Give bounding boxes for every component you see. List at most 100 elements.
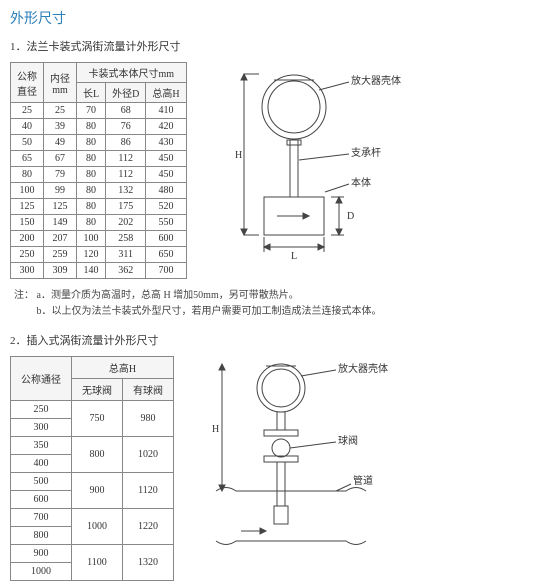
table-cell: 1320 (123, 545, 174, 581)
table-cell: 700 (146, 263, 186, 279)
table-cell: 430 (146, 135, 186, 151)
diagram-2: 放大器壳体 球阀 管道 H (186, 356, 396, 566)
table-cell: 300 (11, 419, 72, 437)
table-row: 70010001220 (11, 509, 174, 527)
diag2-dim-h: H (212, 424, 219, 435)
table-cell: 100 (77, 231, 106, 247)
table-cell: 550 (146, 215, 186, 231)
table-cell: 450 (146, 167, 186, 183)
table-2: 公称通径总高H无球阀有球阀250750980300350800102040050… (10, 356, 174, 581)
table-row: 40398076420 (11, 119, 187, 135)
table-cell: 100 (11, 183, 44, 199)
table-row: 90011001320 (11, 545, 174, 563)
page-title: 外形尺寸 (10, 8, 540, 28)
table-cell: 650 (146, 247, 186, 263)
table-cell: 600 (11, 491, 72, 509)
table-cell: 250 (11, 401, 72, 419)
table-cell: 1000 (72, 509, 123, 545)
table-cell: 49 (44, 135, 77, 151)
diag2-label-valve: 球阀 (338, 434, 358, 447)
table-cell: 700 (11, 509, 72, 527)
table-cell: 520 (146, 199, 186, 215)
table-cell: 79 (44, 167, 77, 183)
table-cell: 480 (146, 183, 186, 199)
t2-h1: 公称通径 (11, 357, 72, 401)
t1-h1: 公称直径 (11, 63, 44, 103)
table-cell: 362 (106, 263, 146, 279)
table-cell: 350 (11, 437, 72, 455)
table-row: 656780112450 (11, 151, 187, 167)
table-cell: 207 (44, 231, 77, 247)
table-cell: 120 (77, 247, 106, 263)
t1-h3: 长L (77, 83, 106, 103)
table-row: 12512580175520 (11, 199, 187, 215)
diag1-dim-l: L (291, 251, 297, 262)
table-cell: 200 (11, 231, 44, 247)
table-row: 300309140362700 (11, 263, 187, 279)
table-cell: 125 (11, 199, 44, 215)
diagram-1: 放大器壳体 支承杆 本体 H D L (199, 62, 409, 282)
table-cell: 309 (44, 263, 77, 279)
table-cell: 140 (77, 263, 106, 279)
table-cell: 65 (11, 151, 44, 167)
table-cell: 175 (106, 199, 146, 215)
diag1-label-amp: 放大器壳体 (351, 74, 401, 87)
table-row: 3508001020 (11, 437, 174, 455)
table-row: 25257068410 (11, 103, 187, 119)
table-cell: 259 (44, 247, 77, 263)
table-row: 250750980 (11, 401, 174, 419)
table-cell: 300 (11, 263, 44, 279)
table-cell: 420 (146, 119, 186, 135)
table-cell: 76 (106, 119, 146, 135)
table-cell: 80 (77, 199, 106, 215)
t1-h5: 总高H (146, 83, 186, 103)
table-row: 5009001120 (11, 473, 174, 491)
table-row: 1009980132480 (11, 183, 187, 199)
table-cell: 50 (11, 135, 44, 151)
table-cell: 99 (44, 183, 77, 199)
section1-title: 1．法兰卡装式涡街流量计外形尺寸 (10, 38, 540, 54)
t1-h2: 内径mm (44, 63, 77, 103)
table-cell: 150 (11, 215, 44, 231)
table-cell: 1100 (72, 545, 123, 581)
table-cell: 125 (44, 199, 77, 215)
t1-hspan: 卡装式本体尺寸mm (77, 63, 187, 83)
t1-h4: 外径D (106, 83, 146, 103)
table-cell: 70 (77, 103, 106, 119)
section2-title: 2．插入式涡街流量计外形尺寸 (10, 332, 540, 348)
diag1-dim-h: H (235, 150, 242, 161)
table-cell: 149 (44, 215, 77, 231)
table-cell: 80 (77, 151, 106, 167)
table-cell: 258 (106, 231, 146, 247)
table-cell: 25 (44, 103, 77, 119)
table-row: 15014980202550 (11, 215, 187, 231)
diag1-label-body: 本体 (351, 176, 371, 189)
table-cell: 80 (77, 135, 106, 151)
table-cell: 980 (123, 401, 174, 437)
table-cell: 900 (11, 545, 72, 563)
table-cell: 67 (44, 151, 77, 167)
table-row: 250259120311650 (11, 247, 187, 263)
table-row: 807980112450 (11, 167, 187, 183)
table-cell: 40 (11, 119, 44, 135)
diag1-label-rod: 支承杆 (351, 147, 381, 159)
table-cell: 1120 (123, 473, 174, 509)
table-cell: 900 (72, 473, 123, 509)
table-cell: 400 (11, 455, 72, 473)
diag1-dim-d: D (347, 211, 354, 222)
table-1: 公称直径内径mm卡装式本体尺寸mm长L外径D总高H252570684104039… (10, 62, 187, 279)
t2-hspan: 总高H (72, 357, 174, 379)
table-cell: 80 (11, 167, 44, 183)
diag2-label-amp: 放大器壳体 (338, 362, 388, 375)
table-cell: 311 (106, 247, 146, 263)
note-a: 注： a．测量介质为高温时，总高 H 增加50mm，另可带散热片。 (14, 288, 540, 304)
table-cell: 800 (72, 437, 123, 473)
table-cell: 112 (106, 151, 146, 167)
t2-h3: 有球阀 (123, 379, 174, 401)
table-cell: 750 (72, 401, 123, 437)
note-b: b．以上仅为法兰卡装式外型尺寸，若用户需要可加工制造成法兰连接式本体。 (14, 304, 540, 320)
table-cell: 250 (11, 247, 44, 263)
t2-h2: 无球阀 (72, 379, 123, 401)
diag2-label-pipe: 管道 (353, 474, 373, 487)
table-cell: 500 (11, 473, 72, 491)
